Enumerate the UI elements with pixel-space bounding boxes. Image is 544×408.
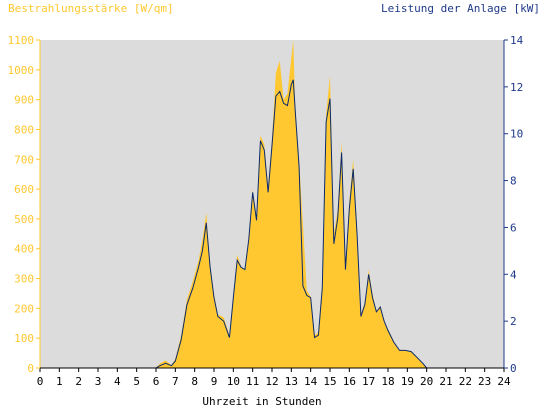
- y-left-tick-label: 0: [27, 362, 34, 375]
- x-tick-label: 2: [75, 375, 82, 388]
- series-area-irradiance: [40, 40, 504, 368]
- x-tick-label: 13: [285, 375, 298, 388]
- y-left-tick-label: 400: [14, 243, 34, 256]
- y-left-tick-label: 1100: [8, 34, 35, 47]
- x-tick-label: 4: [114, 375, 121, 388]
- x-tick-label: 1: [56, 375, 63, 388]
- x-tick-label: 20: [420, 375, 433, 388]
- x-tick-label: 12: [265, 375, 278, 388]
- x-tick-label: 16: [343, 375, 356, 388]
- y-right-tick-label: 10: [510, 128, 523, 141]
- y-right-tick-label: 8: [510, 175, 517, 188]
- x-tick-label: 21: [439, 375, 452, 388]
- y-left-tick-label: 800: [14, 123, 34, 136]
- x-tick-label: 8: [191, 375, 198, 388]
- y-left-tick-label: 1000: [8, 64, 35, 77]
- x-tick-label: 23: [478, 375, 491, 388]
- y-right-tick-label: 0: [510, 362, 517, 375]
- x-tick-label: 9: [211, 375, 218, 388]
- right-axis-title: Leistung der Anlage [kW]: [381, 2, 540, 15]
- series-line-power: [40, 79, 504, 369]
- left-axis-title: Bestrahlungsstärke [W/qm]: [8, 2, 174, 15]
- x-tick-label: 14: [304, 375, 318, 388]
- x-tick-label: 11: [246, 375, 259, 388]
- x-tick-label: 19: [401, 375, 414, 388]
- x-tick-label: 3: [95, 375, 102, 388]
- y-right-tick-label: 2: [510, 315, 517, 328]
- x-axis-title: Uhrzeit in Stunden: [202, 395, 321, 408]
- x-tick-label: 15: [323, 375, 336, 388]
- y-left-tick-label: 700: [14, 153, 34, 166]
- y-left-tick-label: 200: [14, 302, 34, 315]
- y-right-tick-label: 6: [510, 221, 517, 234]
- y-right-tick-label: 14: [510, 34, 524, 47]
- y-right-tick-label: 4: [510, 268, 517, 281]
- x-tick-label: 18: [381, 375, 394, 388]
- x-tick-label: 22: [459, 375, 472, 388]
- x-tick-label: 17: [362, 375, 375, 388]
- x-tick-label: 0: [37, 375, 44, 388]
- y-left-tick-label: 500: [14, 213, 34, 226]
- y-left-tick-label: 900: [14, 94, 34, 107]
- x-tick-label: 24: [497, 375, 511, 388]
- x-tick-label: 6: [153, 375, 160, 388]
- y-left-tick-label: 300: [14, 273, 34, 286]
- y-left-tick-label: 100: [14, 332, 34, 345]
- y-left-tick-label: 600: [14, 183, 34, 196]
- x-tick-label: 7: [172, 375, 179, 388]
- y-right-tick-label: 12: [510, 81, 523, 94]
- x-tick-label: 5: [133, 375, 140, 388]
- x-tick-label: 10: [227, 375, 240, 388]
